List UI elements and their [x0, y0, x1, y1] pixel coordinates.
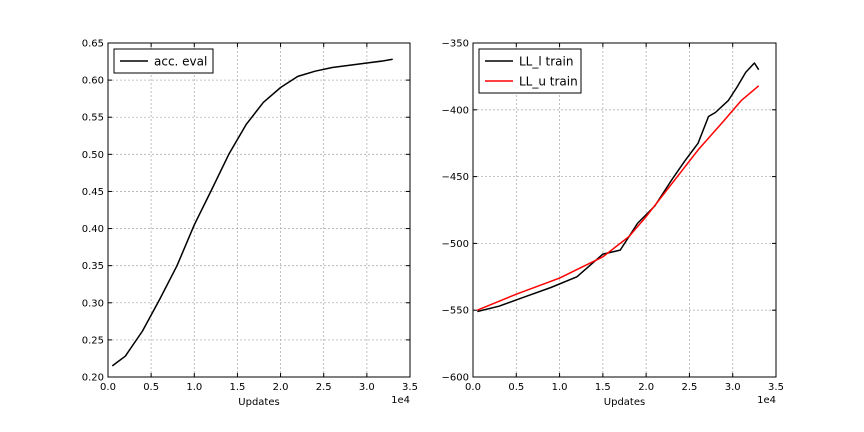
chart2-y-tick-label-5: −350 [442, 39, 469, 50]
chart2-x-tick-label-0: 0.0 [465, 382, 481, 393]
chart1-x-tick-label-1: 0.5 [143, 382, 159, 393]
chart2-x-axis-label: Updates [604, 397, 645, 408]
chart1-y-tick-label-1: 0.25 [82, 335, 104, 346]
chart1-x-tick-label-5: 2.5 [316, 382, 332, 393]
chart2-y-tick-label-3: −450 [442, 172, 469, 183]
chart1-y-tick-label-2: 0.30 [82, 298, 104, 309]
chart1-y-tick-label-7: 0.55 [82, 113, 104, 124]
chart2-x-tick-label-5: 2.5 [681, 382, 697, 393]
chart2-y-tick-label-2: −500 [442, 239, 469, 250]
chart1-x-tick-label-7: 3.5 [402, 382, 418, 393]
chart2-y-tick-label-4: −400 [442, 105, 469, 116]
chart2-x-tick-label-6: 3.0 [725, 382, 741, 393]
chart2-x-multiplier: 1e4 [757, 395, 776, 406]
chart2-x-tick-label-4: 2.0 [638, 382, 654, 393]
chart2-y-tick-label-0: −600 [442, 373, 469, 384]
chart1-x-tick-label-6: 3.0 [359, 382, 375, 393]
chart2-x-tick-label-2: 1.0 [552, 382, 568, 393]
chart1-x-tick-label-4: 2.0 [273, 382, 289, 393]
chart1-y-tick-label-3: 0.35 [82, 261, 104, 272]
chart1-y-tick-label-0: 0.20 [82, 373, 104, 384]
chart2-series-line-0 [477, 62, 760, 313]
chart2-legend-box [478, 48, 582, 94]
chart1-series-line-0 [111, 58, 393, 367]
chart1-x-tick-label-0: 0.0 [100, 382, 116, 393]
chart1-legend-label-0: acc. eval [154, 55, 207, 69]
chart2-x-tick-label-3: 1.5 [595, 382, 611, 393]
chart2-frame [472, 42, 777, 378]
chart1-x-axis-label: Updates [238, 397, 279, 408]
chart1-x-tick-label-3: 1.5 [229, 382, 245, 393]
chart1-y-tick-label-5: 0.45 [82, 187, 104, 198]
chart2-series-line-1 [477, 85, 760, 311]
chart1-y-tick-label-8: 0.60 [82, 76, 104, 87]
chart1-x-multiplier: 1e4 [391, 395, 410, 406]
chart2-legend-label-0: LL_l train [519, 55, 573, 69]
chart1-y-tick-label-6: 0.50 [82, 150, 104, 161]
chart2-legend-label-1: LL_u train [519, 75, 578, 89]
chart2-x-tick-label-7: 3.5 [768, 382, 784, 393]
chart1-y-tick-label-4: 0.40 [82, 224, 104, 235]
chart1-x-tick-label-2: 1.0 [186, 382, 202, 393]
chart2-y-tick-label-1: −550 [442, 306, 469, 317]
chart2-x-tick-label-1: 0.5 [508, 382, 524, 393]
chart1-frame [107, 42, 411, 378]
chart1-y-tick-label-9: 0.65 [82, 39, 104, 50]
